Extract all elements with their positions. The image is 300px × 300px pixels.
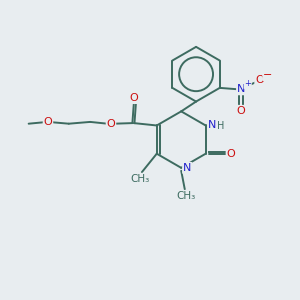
Text: O: O: [44, 117, 52, 127]
Text: N: N: [183, 163, 191, 173]
Text: CH₃: CH₃: [176, 191, 196, 201]
Text: CH₃: CH₃: [131, 174, 150, 184]
Text: O: O: [226, 149, 235, 159]
Text: −: −: [263, 70, 273, 80]
Text: N: N: [208, 120, 216, 130]
Text: +: +: [244, 79, 251, 88]
Text: N: N: [237, 84, 245, 94]
Text: O: O: [255, 76, 264, 85]
Text: O: O: [130, 93, 138, 103]
Text: O: O: [106, 119, 116, 129]
Text: O: O: [237, 106, 245, 116]
Text: H: H: [217, 122, 224, 131]
